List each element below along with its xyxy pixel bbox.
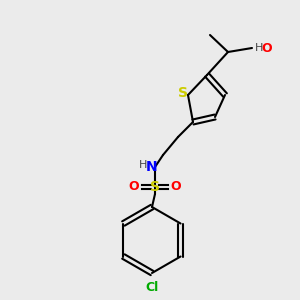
Text: N: N (146, 160, 158, 174)
Text: O: O (129, 181, 139, 194)
Text: S: S (150, 180, 160, 194)
Text: O: O (171, 181, 181, 194)
Text: S: S (178, 86, 188, 100)
Text: O: O (261, 41, 272, 55)
Text: H: H (139, 160, 147, 170)
Text: H: H (255, 43, 263, 53)
Text: Cl: Cl (146, 281, 159, 294)
